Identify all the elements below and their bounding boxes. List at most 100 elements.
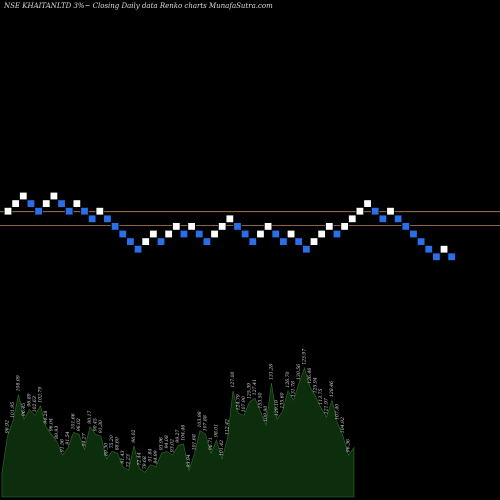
renko-brick-up [172,222,181,231]
renko-brick-up [3,206,13,216]
renko-brick-up [149,229,158,239]
renko-brick-down [401,222,410,231]
volume-label: 99.27 [175,429,181,442]
volume-area [1,366,355,498]
volume-label: 135.60 [280,392,286,408]
volume-label: 91.54 [65,431,71,444]
volume-label: 91.56 [60,439,66,452]
renko-brick-down [271,229,280,239]
renko-brick-down [103,214,112,223]
renko-brick-down [393,214,403,223]
renko-brick-up [263,222,273,231]
renko-brick-up [348,214,357,223]
renko-brick-down [156,237,166,246]
renko-brick-up [309,237,319,246]
volume-label: 93.96 [159,437,165,450]
renko-brick-down [202,237,212,246]
renko-brick-up [386,206,395,216]
volume-label: 128.46 [329,381,335,397]
volume-label: 84.99 [153,450,159,463]
volume-label: 90.17 [87,410,93,423]
chart-title: NSE KHAITANLTD 3%~ Closing Daily data Re… [4,2,273,10]
renko-bricks [3,191,456,261]
renko-brick-down [34,206,43,216]
volume-label: 94.08 [164,435,170,448]
renko-brick-down [424,244,433,254]
renko-brick-up [187,222,196,231]
renko-brick-down [126,237,135,246]
volume-label: 101.95 [10,402,16,418]
renko-brick-up [363,199,372,208]
renko-brick-up [210,229,219,239]
renko-brick-down [370,206,380,216]
renko-brick-down [80,206,89,216]
renko-brick-up [141,237,150,246]
renko-brick-down [233,222,242,231]
volume-label: 98.01 [214,424,220,437]
volume-label: 108.09 [16,375,22,391]
renko-brick-down [416,237,426,246]
volume-label: 91.84 [148,448,154,461]
volume-label: 96.89 [27,393,33,406]
renko-brick-up [95,206,104,216]
volume-label: 113.75 [318,389,324,405]
volume-label: 107.88 [203,415,209,431]
volume-label: 91.43 [120,450,126,463]
renko-brick-down [240,229,250,239]
renko-brick-up [11,199,20,208]
renko-brick-down [195,229,204,239]
renko-brick-down [110,222,120,231]
renko-brick-up [42,199,51,208]
volume-label: 153.50 [258,392,264,408]
volume-label: 89.93 [54,426,60,439]
renko-brick-down [133,244,143,254]
volume-label: 101.68 [192,434,198,450]
reference-lines [0,211,500,226]
renko-brick-up [439,244,449,254]
volume-label: 112.42 [225,419,231,435]
volume-label: 91.30 [98,420,104,433]
renko-brick-up [340,222,349,231]
volume-label: 104.92 [340,417,346,433]
volume-label: 72.44 [137,452,143,465]
renko-brick-down [409,229,418,239]
volume-label: 79.68 [142,456,148,469]
volume-label: 96.36 [346,439,352,452]
volume-label: 125.39 [247,383,253,399]
renko-brick-down [248,237,257,246]
renko-brick-down [118,229,127,239]
renko-brick-up [164,229,173,239]
renko-brick-down [332,229,342,239]
volume-label: 131.28 [269,364,275,380]
renko-brick-up [286,229,296,239]
renko-brick-down [432,252,441,261]
volume-label: 126.70 [285,371,291,387]
renko-brick-up [72,199,82,208]
renko-brick-down [26,199,36,208]
volume-label: 94.28 [43,410,49,423]
volume-label: 72.23 [126,454,132,467]
volume-label: 123.97 [302,349,308,365]
volume-label: 96.02 [131,429,137,442]
volume-label: 127.41 [252,379,258,395]
renko-brick-down [65,206,74,216]
volume-label: 103.98 [197,411,203,427]
volume-label: 125.94 [313,377,319,393]
volume-label: 131.78 [291,381,297,397]
renko-brick-up [355,206,365,216]
volume-label: 102.79 [38,387,44,403]
volume-label: 102.63 [32,396,38,412]
renko-brick-up [217,222,227,231]
volume-label: 96.45 [21,403,27,416]
volume-label: 127.00 [230,371,236,387]
volume-label: 107.40 [335,404,341,420]
volume-label: 90.45 [93,418,99,431]
renko-brick-up [49,191,59,201]
renko-brick-up [256,229,265,239]
renko-brick-down [294,237,303,246]
renko-brick-down [447,252,456,261]
volume-label: 88.60 [115,437,121,450]
renko-brick-up [225,214,235,223]
